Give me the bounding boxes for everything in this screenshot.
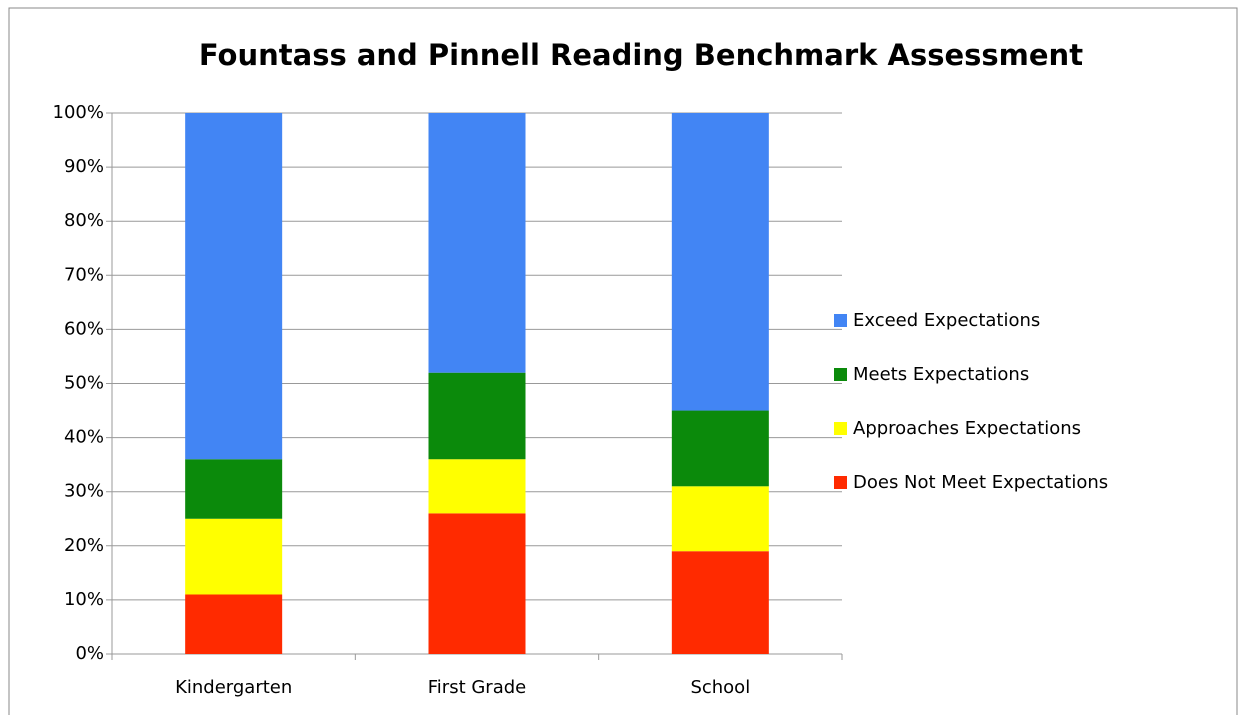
y-tick-label: 50% [64,373,104,394]
y-tick-label: 100% [53,102,104,123]
bar-segment [428,459,526,514]
legend-swatch [834,314,847,327]
y-tick-label: 20% [64,535,104,556]
y-tick-label: 40% [64,427,104,448]
bar-segment [185,459,283,519]
y-tick-label: 0% [75,643,104,664]
legend-swatch [834,422,847,435]
bar-segment [671,551,769,654]
bar-segment [428,513,526,654]
chart-frame [8,7,1238,715]
bar-segment [185,518,283,595]
y-tick-label: 60% [64,318,104,339]
bar-segment [428,372,526,460]
legend-label: Does Not Meet Expectations [853,472,1108,493]
bar-segment [185,594,283,654]
x-tick-label: Kindergarten [175,677,292,698]
y-tick-label: 90% [64,156,104,177]
bar-segment [671,113,769,411]
y-tick-label: 70% [64,264,104,285]
legend-label: Exceed Expectations [853,310,1040,331]
y-tick-label: 10% [64,589,104,610]
y-tick-label: 80% [64,210,104,231]
bar-segment [671,410,769,487]
x-tick-label: First Grade [428,677,526,698]
chart-title: Fountass and Pinnell Reading Benchmark A… [199,38,1083,72]
legend-swatch [834,476,847,489]
legend-label: Approaches Expectations [853,418,1081,439]
legend-label: Meets Expectations [853,364,1029,385]
bar-segment [428,113,526,373]
x-tick-label: School [690,677,750,698]
bar-segment [185,113,283,460]
legend-swatch [834,368,847,381]
y-tick-label: 30% [64,481,104,502]
bar-segment [671,486,769,552]
